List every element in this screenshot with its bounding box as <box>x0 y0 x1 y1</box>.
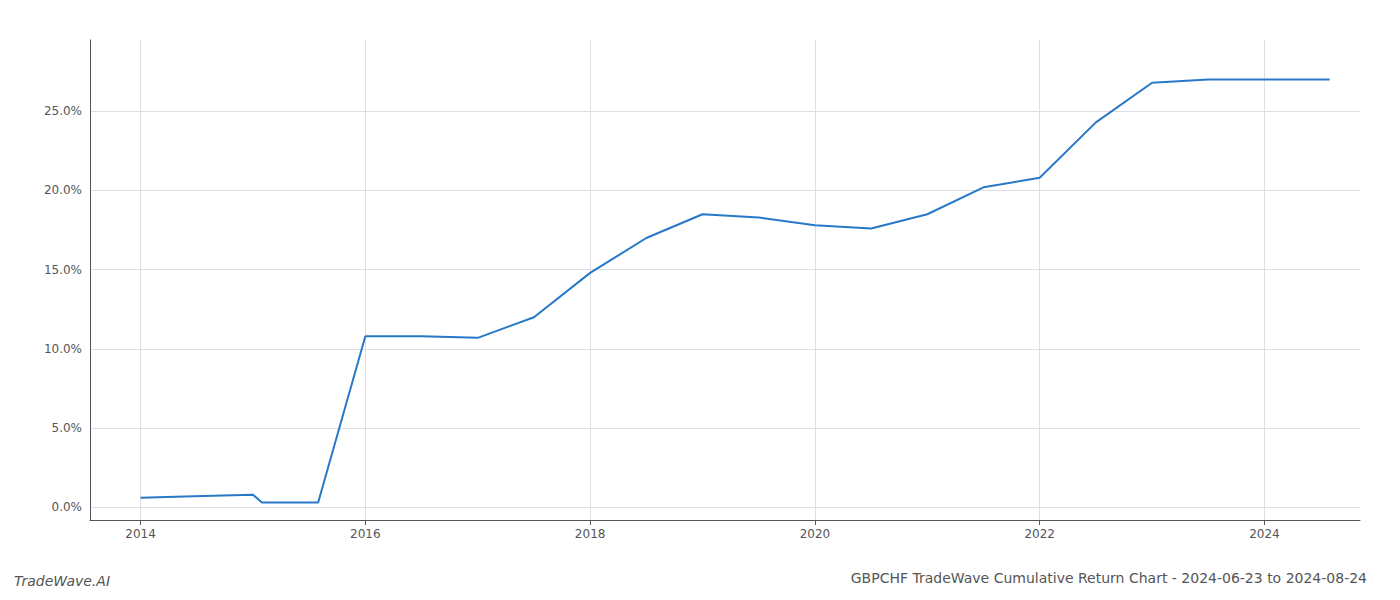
svg-text:2022: 2022 <box>1024 527 1055 541</box>
svg-text:2018: 2018 <box>575 527 606 541</box>
svg-text:15.0%: 15.0% <box>44 263 82 277</box>
svg-text:2020: 2020 <box>800 527 831 541</box>
svg-text:2024: 2024 <box>1249 527 1280 541</box>
svg-text:10.0%: 10.0% <box>44 342 82 356</box>
svg-text:GBPCHF TradeWave Cumulative Re: GBPCHF TradeWave Cumulative Return Chart… <box>851 570 1367 586</box>
svg-text:2016: 2016 <box>350 527 381 541</box>
svg-text:2014: 2014 <box>125 527 156 541</box>
svg-text:0.0%: 0.0% <box>52 500 83 514</box>
svg-text:TradeWave.AI: TradeWave.AI <box>14 573 110 589</box>
svg-text:20.0%: 20.0% <box>44 183 82 197</box>
svg-text:25.0%: 25.0% <box>44 104 82 118</box>
svg-text:5.0%: 5.0% <box>52 421 83 435</box>
